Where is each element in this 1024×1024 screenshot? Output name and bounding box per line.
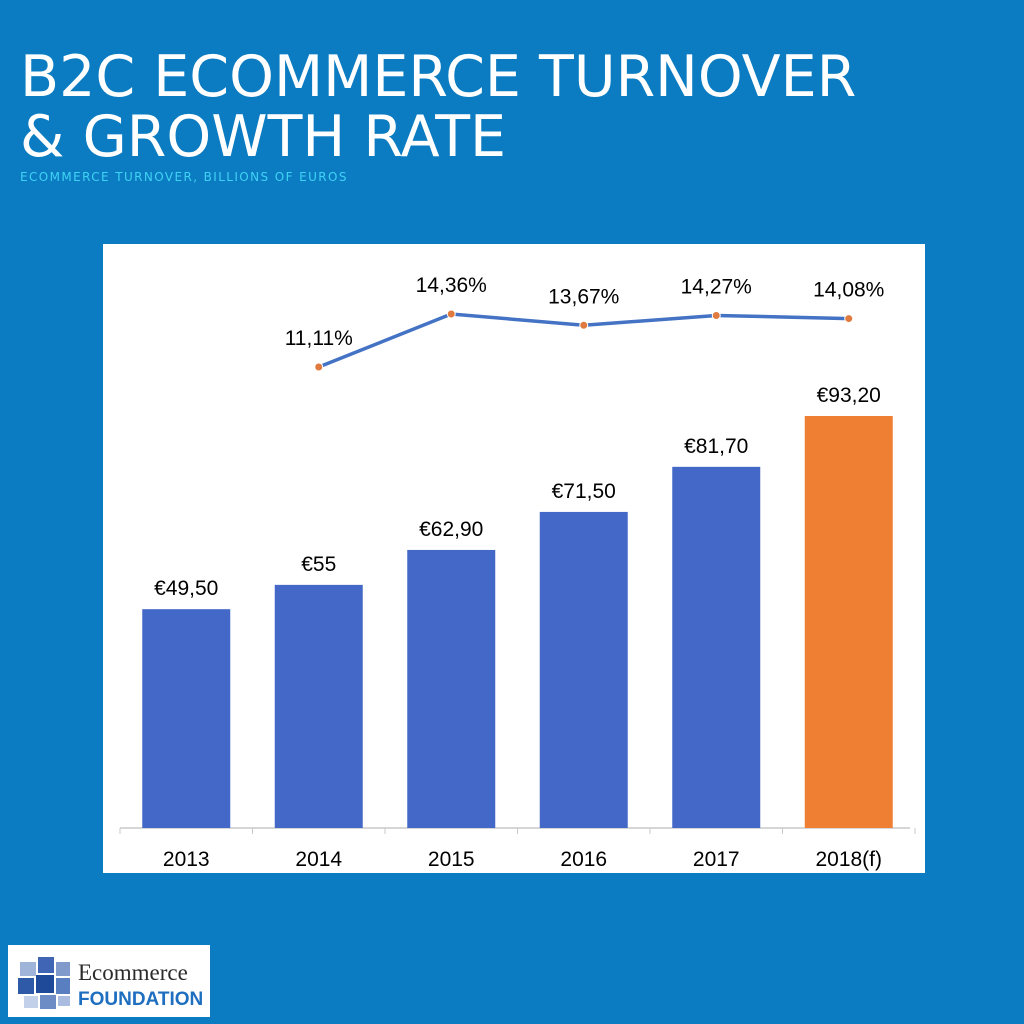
plot: 2013 2014 2015 2016 2017 2018(f) €49,50 €55 €62,… — [119, 274, 916, 871]
chart-panel — [103, 244, 925, 873]
data-label: €81,70 — [684, 435, 748, 458]
bar — [274, 584, 363, 828]
x-tick-label: 2013 — [163, 848, 210, 871]
bar — [804, 416, 893, 828]
data-label: €49,50 — [154, 577, 218, 600]
bar — [672, 466, 761, 828]
logo-icon — [18, 957, 70, 1009]
x-tick-label: 2016 — [560, 848, 607, 871]
data-label: €55 — [301, 553, 336, 576]
data-label: 11,11% — [285, 327, 353, 350]
data-label: €93,20 — [817, 384, 881, 407]
x-tick-label: 2014 — [295, 848, 342, 871]
logo: Ecommerce FOUNDATION — [8, 945, 210, 1017]
x-tick-label: 2015 — [428, 848, 475, 871]
data-label: €62,90 — [419, 518, 483, 541]
subtitle: ECOMMERCE TURNOVER, BILLIONS OF EUROS — [20, 170, 348, 184]
growth-marker — [314, 362, 324, 372]
data-label: 14,36% — [416, 274, 487, 297]
x-tick-label: 2018(f) — [815, 848, 882, 871]
growth-marker — [844, 314, 854, 324]
growth-marker — [446, 309, 456, 319]
logo-name: Ecommerce — [78, 960, 188, 985]
data-label: 14,27% — [681, 275, 752, 298]
bar — [539, 511, 628, 828]
bar — [407, 549, 496, 828]
x-tick-label: 2017 — [693, 848, 740, 871]
logo-tagline: FOUNDATION — [78, 989, 203, 1010]
growth-marker — [711, 310, 721, 320]
title-line: B2C ECOMMERCE TURNOVER — [20, 44, 856, 110]
bar — [142, 609, 231, 828]
data-label: 14,08% — [813, 279, 884, 302]
data-label: €71,50 — [552, 480, 616, 503]
growth-marker — [579, 320, 589, 330]
title-line: & GROWTH RATE — [20, 104, 506, 170]
data-label: 13,67% — [548, 285, 619, 308]
